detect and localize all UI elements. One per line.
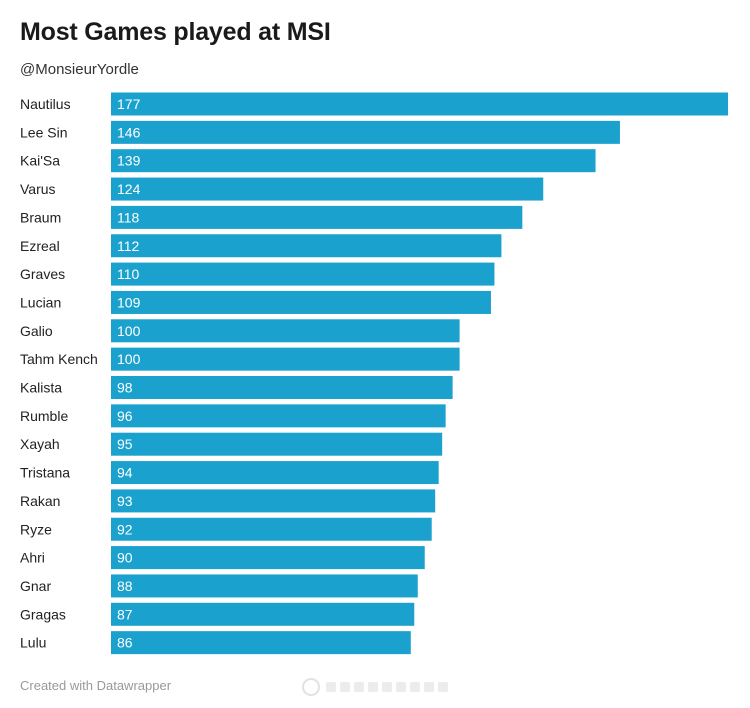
- value-label: 98: [117, 380, 133, 396]
- category-label: Galio: [20, 323, 53, 339]
- bar: [111, 461, 439, 485]
- category-label: Ezreal: [20, 238, 60, 254]
- bar: [111, 517, 432, 541]
- value-label: 96: [117, 408, 133, 424]
- category-label: Ryze: [20, 521, 52, 537]
- bar: [111, 602, 415, 626]
- category-label: Tahm Kench: [20, 351, 98, 367]
- bar: [111, 319, 460, 343]
- bar: [111, 92, 728, 116]
- category-label: Rakan: [20, 493, 60, 509]
- value-label: 118: [117, 209, 140, 225]
- bar: [111, 404, 446, 428]
- value-label: 95: [117, 436, 133, 452]
- chart-subtitle: @MonsieurYordle: [20, 61, 139, 78]
- bar: [111, 631, 411, 655]
- bar: [111, 432, 443, 456]
- value-label: 109: [117, 294, 141, 310]
- category-label: Rumble: [20, 408, 68, 424]
- category-label: Graves: [20, 266, 65, 282]
- footer-credit: Created with Datawrapper: [20, 678, 172, 693]
- value-label: 146: [117, 124, 141, 140]
- category-label: Lee Sin: [20, 124, 67, 140]
- value-label: 100: [117, 351, 141, 367]
- category-label: Braum: [20, 209, 61, 225]
- value-label: 112: [117, 238, 140, 254]
- category-label: Xayah: [20, 436, 60, 452]
- category-label: Lulu: [20, 635, 46, 651]
- value-label: 86: [117, 635, 133, 651]
- category-label: Varus: [20, 181, 56, 197]
- value-label: 124: [117, 181, 141, 197]
- bar: [111, 546, 425, 570]
- bar: [111, 234, 502, 258]
- value-label: 92: [117, 521, 133, 537]
- value-label: 100: [117, 323, 141, 339]
- value-label: 139: [117, 153, 141, 169]
- category-label: Nautilus: [20, 96, 71, 112]
- value-label: 87: [117, 606, 133, 622]
- category-label: Kai'Sa: [20, 153, 60, 169]
- chart-title: Most Games played at MSI: [20, 18, 331, 46]
- category-label: Tristana: [20, 465, 70, 481]
- category-label: Gragas: [20, 606, 66, 622]
- bar: [111, 574, 418, 598]
- bar: [111, 262, 495, 286]
- bar: [111, 347, 460, 371]
- bar: [111, 205, 523, 229]
- value-label: 110: [117, 266, 140, 282]
- bar: [111, 120, 620, 144]
- value-label: 93: [117, 493, 133, 509]
- value-label: 94: [117, 465, 133, 481]
- watermark-logo: [302, 678, 448, 696]
- bar: [111, 376, 453, 399]
- bar: [111, 149, 596, 173]
- category-label: Kalista: [20, 380, 62, 396]
- category-label: Lucian: [20, 294, 61, 310]
- value-label: 88: [117, 578, 133, 594]
- bar: [111, 290, 491, 314]
- bar: [111, 177, 544, 201]
- category-label: Gnar: [20, 578, 51, 594]
- value-label: 177: [117, 96, 141, 112]
- value-label: 90: [117, 550, 133, 566]
- category-label: Ahri: [20, 550, 45, 566]
- bar: [111, 489, 436, 513]
